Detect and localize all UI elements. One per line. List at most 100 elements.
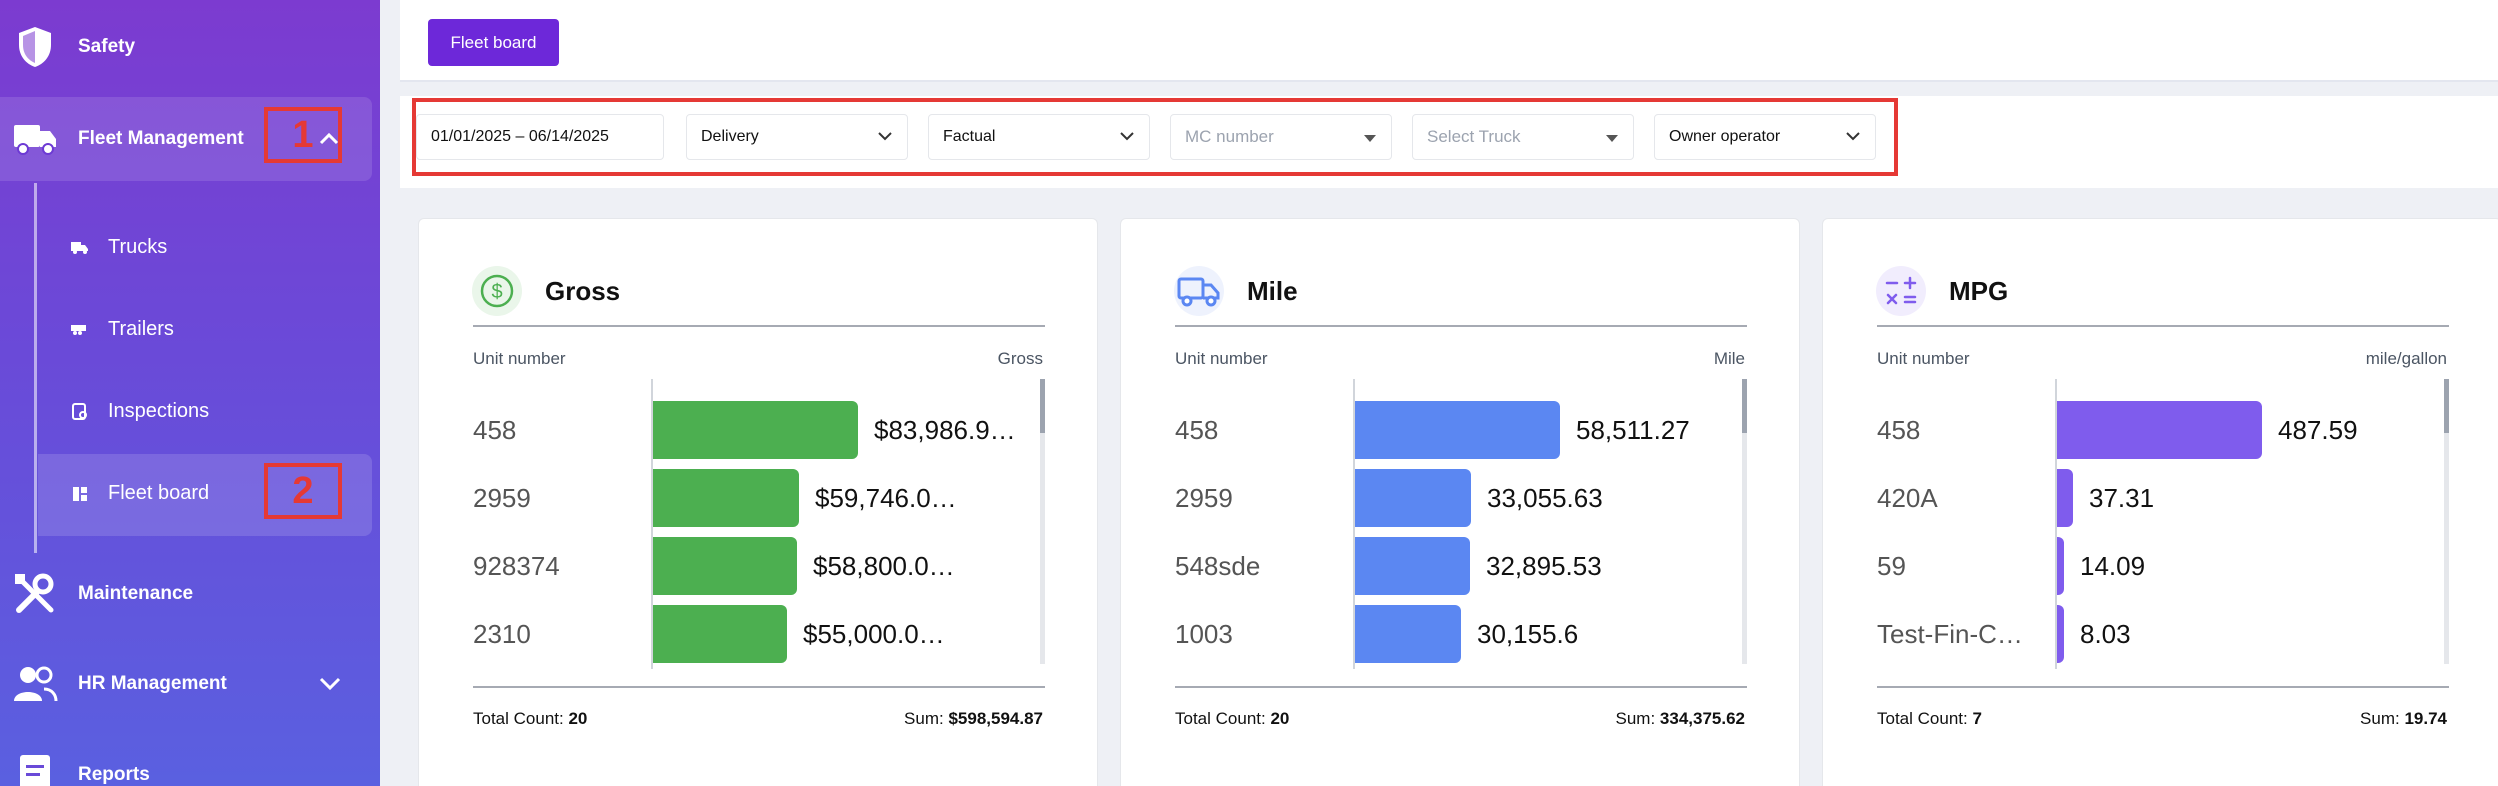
- date-range-picker[interactable]: 01/01/2025 – 06/14/2025: [416, 114, 664, 160]
- submenu-active-highlight: [38, 454, 372, 536]
- chart-axis-line: [2055, 379, 2057, 669]
- chevron-down-icon: [1846, 132, 1860, 141]
- chart-row-value: 33,055.63: [1487, 483, 1603, 513]
- sidebar-subitem-trucks[interactable]: Trucks: [70, 236, 167, 259]
- sidebar-item-label: Reports: [78, 764, 150, 785]
- chart-scrollbar-thumb[interactable]: [1040, 379, 1045, 433]
- chart-scrollbar-thumb[interactable]: [2444, 379, 2449, 433]
- caret-down-icon: [1606, 135, 1618, 142]
- chart-row[interactable]: 59 14.09: [1877, 537, 2437, 597]
- chart-row-value: $83,986.9…: [874, 415, 1016, 445]
- sidebar-item-label: HR Management: [78, 673, 227, 694]
- card-mpg: MPG Unit number mile/gallon 458 487.59 4…: [1822, 218, 2498, 786]
- chart-row[interactable]: 928374 $58,800.0…: [473, 537, 1033, 597]
- chart-bar[interactable]: [1355, 401, 1560, 459]
- top-bar: Fleet board: [400, 0, 2498, 82]
- sidebar-item-maintenance[interactable]: Maintenance: [0, 571, 193, 617]
- card-title: Mile: [1247, 276, 1298, 306]
- chart-bar[interactable]: [2057, 537, 2064, 595]
- card-gross: $ Gross Unit number Gross 458 $83,986.9……: [418, 218, 1098, 786]
- submenu-tree-line: [34, 183, 37, 553]
- chart-row[interactable]: 2310 $55,000.0…: [473, 605, 1033, 665]
- sidebar-item-label: Fleet Management: [78, 128, 244, 149]
- chart-bar[interactable]: [653, 401, 858, 459]
- chart-bar[interactable]: [1355, 605, 1461, 663]
- chart-row[interactable]: 458 58,511.27: [1175, 401, 1735, 461]
- data-type-select[interactable]: Factual: [928, 114, 1150, 160]
- chart-row-unit: 2959: [1175, 483, 1233, 513]
- sum-value: 19.74: [2404, 709, 2447, 728]
- chart-row-unit: 458: [1175, 415, 1219, 445]
- sum-value: 334,375.62: [1659, 709, 1745, 728]
- date-range-value: 01/01/2025 – 06/14/2025: [431, 128, 609, 145]
- load-type-select[interactable]: Delivery: [686, 114, 908, 160]
- chart-scrollbar-track[interactable]: [1742, 379, 1747, 664]
- sidebar-item-safety[interactable]: Safety: [0, 24, 135, 70]
- column-header-metric: Mile: [1713, 349, 1745, 368]
- sum-label: Sum:: [1615, 709, 1656, 728]
- chart-bar[interactable]: [2057, 469, 2073, 527]
- chart-row-unit: Test-Fin-C…: [1877, 619, 2023, 649]
- mc-number-select[interactable]: MC number: [1170, 114, 1392, 160]
- sidebar-active-group: [0, 97, 372, 181]
- operator-select[interactable]: Owner operator: [1654, 114, 1876, 160]
- chart-bar[interactable]: [653, 605, 787, 663]
- sidebar-item-hr-management[interactable]: HR Management: [0, 661, 227, 707]
- total-count: Total Count: 7: [1877, 709, 1982, 729]
- bar-chart[interactable]: 458 58,511.27 2959 33,055.63 548sde 32,8…: [1175, 379, 1747, 669]
- total-count: Total Count: 20: [473, 709, 587, 729]
- annotation-box-2: 2: [264, 463, 342, 519]
- chart-bar[interactable]: [653, 469, 799, 527]
- bar-chart[interactable]: 458 487.59 420A 37.31 59 14.09 Test-Fin-…: [1877, 379, 2449, 669]
- board-icon: [70, 484, 90, 504]
- card-footer-rule: [473, 686, 1045, 688]
- bar-chart[interactable]: 458 $83,986.9… 2959 $59,746.0… 928374 $5…: [473, 379, 1045, 669]
- chart-row[interactable]: 548sde 32,895.53: [1175, 537, 1735, 597]
- chart-row-unit: 2959: [473, 483, 531, 513]
- chart-row[interactable]: Test-Fin-C… 8.03: [1877, 605, 2437, 665]
- truck-small-icon: [70, 238, 90, 258]
- total-count-label: Total Count:: [1175, 709, 1266, 728]
- chart-axis-line: [1353, 379, 1355, 669]
- shield-icon: [12, 24, 58, 70]
- chart-row-value: 37.31: [2089, 483, 2155, 513]
- chart-bar[interactable]: [653, 537, 797, 595]
- card-title: MPG: [1949, 276, 2009, 306]
- chart-row[interactable]: 2959 $59,746.0…: [473, 469, 1033, 529]
- card-title: Gross: [545, 276, 621, 306]
- sidebar-item-reports[interactable]: Reports: [0, 752, 150, 786]
- chart-scrollbar-track[interactable]: [1040, 379, 1045, 664]
- sidebar-subitem-trailers[interactable]: Trailers: [70, 318, 174, 341]
- chevron-down-icon[interactable]: [318, 676, 342, 692]
- chart-row-value: 58,511.27: [1576, 415, 1690, 445]
- fleet-board-button[interactable]: Fleet board: [428, 19, 559, 66]
- sidebar-subitem-fleet-board[interactable]: Fleet board: [70, 482, 209, 505]
- truck-icon: [1173, 265, 1225, 317]
- chart-bar[interactable]: [1355, 537, 1470, 595]
- chart-bar[interactable]: [2057, 401, 2262, 459]
- sidebar-subitem-inspections[interactable]: Inspections: [70, 400, 209, 423]
- chart-row[interactable]: 458 $83,986.9…: [473, 401, 1033, 461]
- chart-row[interactable]: 420A 37.31: [1877, 469, 2437, 529]
- chart-bar[interactable]: [2057, 605, 2064, 663]
- chart-bar[interactable]: [1355, 469, 1471, 527]
- chevron-up-icon[interactable]: [318, 130, 340, 146]
- card-header-rule: [1877, 325, 2449, 327]
- report-icon: [12, 752, 58, 786]
- sum-label: Sum:: [904, 709, 944, 728]
- select-truck-select[interactable]: Select Truck: [1412, 114, 1634, 160]
- chart-row[interactable]: 458 487.59: [1877, 401, 2437, 461]
- column-header-unit: Unit number: [473, 349, 566, 368]
- chart-scrollbar-thumb[interactable]: [1742, 379, 1747, 433]
- chevron-down-icon: [878, 132, 892, 141]
- load-type-value: Delivery: [701, 128, 759, 145]
- caret-down-icon: [1364, 135, 1376, 142]
- column-header-unit: Unit number: [1175, 349, 1268, 368]
- chart-row[interactable]: 1003 30,155.6: [1175, 605, 1735, 665]
- chart-row-value: 487.59: [2278, 415, 2358, 445]
- chart-row-unit: 548sde: [1175, 551, 1261, 581]
- chart-row[interactable]: 2959 33,055.63: [1175, 469, 1735, 529]
- sidebar-item-fleet-management[interactable]: Fleet Management: [0, 116, 244, 162]
- chart-scrollbar-track[interactable]: [2444, 379, 2449, 664]
- column-header-metric: Gross: [997, 349, 1043, 368]
